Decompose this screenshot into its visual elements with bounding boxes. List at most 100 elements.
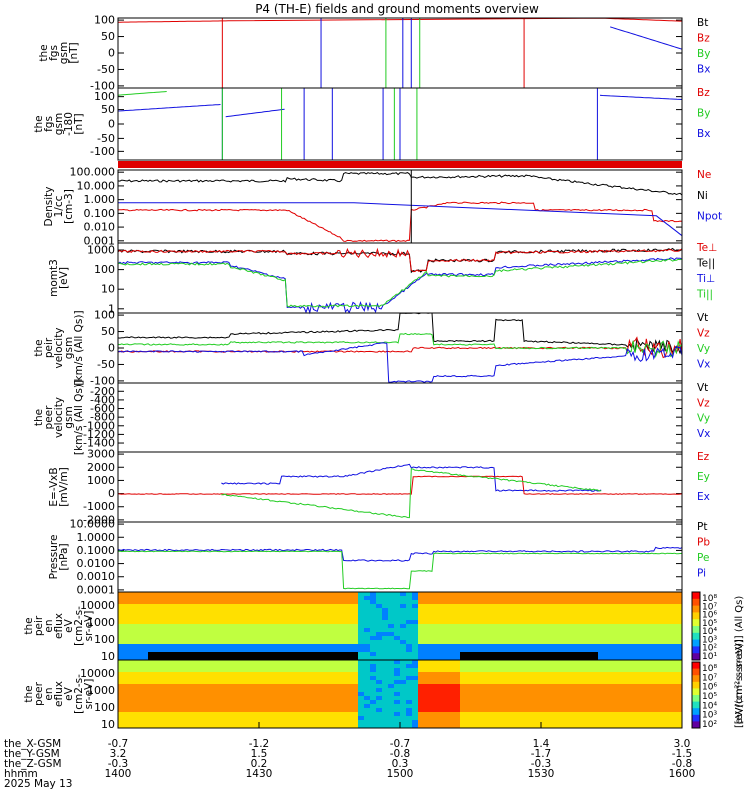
heat-cell [304, 668, 310, 672]
colorbar-cell [692, 626, 700, 634]
heat-cell [298, 644, 304, 648]
heat-cell [568, 600, 574, 604]
heat-cell [532, 660, 538, 664]
heat-cell [214, 624, 220, 628]
heat-cell [328, 696, 334, 700]
heat-cell [202, 600, 208, 604]
heat-cell [478, 676, 484, 680]
heat-cell [340, 628, 346, 632]
heat-cell [598, 684, 604, 688]
heat-cell [448, 684, 454, 688]
heat-cell [172, 684, 178, 688]
heat-cell [592, 672, 598, 676]
heat-cell [244, 648, 250, 652]
heat-cell [412, 616, 418, 620]
heat-cell [376, 644, 382, 648]
heat-cell [556, 656, 562, 660]
colorbar-label-2: [eV/(cm²-s-sr-eV)] [734, 639, 745, 728]
heat-cell [334, 724, 340, 728]
heat-cell [502, 724, 508, 728]
heat-cell [292, 596, 298, 600]
heat-cell [526, 648, 532, 652]
heat-cell [454, 684, 460, 688]
heat-cell [118, 648, 124, 652]
heat-cell [214, 720, 220, 724]
legend-Bz: Bz [697, 33, 710, 45]
heat-cell [250, 664, 256, 668]
heat-cell [538, 620, 544, 624]
heat-cell [646, 688, 652, 692]
series-Bz [118, 17, 682, 23]
heat-cell [202, 604, 208, 608]
heat-cell [190, 596, 196, 600]
heat-cell [256, 696, 262, 700]
heat-cell [208, 684, 214, 688]
heat-cell [532, 704, 538, 708]
heat-cell [214, 628, 220, 632]
heat-cell [592, 688, 598, 692]
legend-Bx: Bx [697, 128, 710, 140]
heat-cell [652, 600, 658, 604]
heat-cell [508, 608, 514, 612]
heat-cell [226, 636, 232, 640]
heat-cell [568, 620, 574, 624]
heat-cell [280, 708, 286, 712]
heat-cell [634, 644, 640, 648]
heat-cell [190, 692, 196, 696]
colorbar-tick: 10⁴ [702, 701, 717, 711]
heat-cell [496, 604, 502, 608]
heat-cell [142, 700, 148, 704]
heat-cell [454, 624, 460, 628]
heat-cell [508, 664, 514, 668]
heat-cell [220, 656, 226, 660]
heat-cell [376, 628, 382, 632]
heat-cell [130, 624, 136, 628]
heat-cell [484, 660, 490, 664]
heat-cell [394, 700, 400, 704]
heat-cell [388, 632, 394, 636]
heat-cell [634, 676, 640, 680]
heat-cell [196, 656, 202, 660]
heat-cell [442, 688, 448, 692]
heat-cell [190, 636, 196, 640]
heat-cell [562, 716, 568, 720]
heat-cell [448, 680, 454, 684]
heat-cell [628, 720, 634, 724]
heat-cell [328, 668, 334, 672]
heat-cell [442, 636, 448, 640]
heat-cell [454, 600, 460, 604]
heat-cell [550, 628, 556, 632]
heat-cell [274, 708, 280, 712]
heat-cell [400, 712, 406, 716]
heat-cell [244, 632, 250, 636]
heat-cell [208, 636, 214, 640]
heat-cell [664, 620, 670, 624]
heat-cell [670, 720, 676, 724]
heat-cell [178, 684, 184, 688]
heat-cell [184, 636, 190, 640]
heat-cell [256, 624, 262, 628]
heat-cell [562, 612, 568, 616]
heat-cell [322, 592, 328, 596]
heat-cell [580, 596, 586, 600]
heat-cell [274, 640, 280, 644]
heat-cell [292, 620, 298, 624]
heat-cell [202, 656, 208, 660]
heat-cell [370, 608, 376, 612]
heat-cell [442, 628, 448, 632]
heat-cell [148, 592, 154, 596]
heat-cell [208, 652, 214, 656]
heat-cell [436, 660, 442, 664]
heat-cell [562, 664, 568, 668]
heat-cell [652, 660, 658, 664]
heat-cell [238, 716, 244, 720]
heat-cell [352, 720, 358, 724]
heat-cell [268, 608, 274, 612]
heat-cell [130, 600, 136, 604]
heat-cell [376, 684, 382, 688]
heat-cell [280, 644, 286, 648]
heat-cell [670, 688, 676, 692]
heat-cell [574, 668, 580, 672]
heat-cell [574, 724, 580, 728]
heat-cell [484, 680, 490, 684]
